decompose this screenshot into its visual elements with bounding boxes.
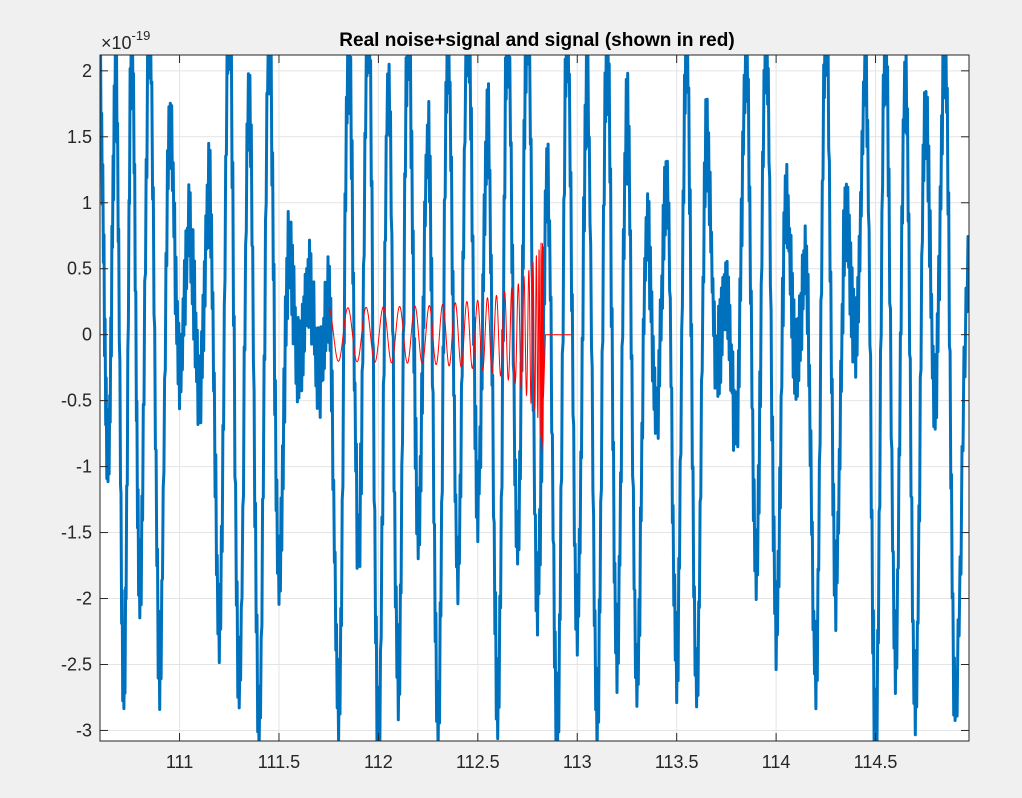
x-tick-label: 114.5 — [854, 752, 898, 772]
y-tick-label: -2.5 — [61, 654, 92, 674]
x-tick-label: 113 — [563, 752, 592, 772]
y-tick-label: 1.5 — [67, 127, 92, 147]
x-tick-label: 114 — [762, 752, 791, 772]
x-tick-label: 112 — [364, 752, 393, 772]
y-tick-label: -3 — [76, 720, 92, 740]
x-tick-label: 111 — [166, 752, 193, 772]
y-tick-label: -2 — [76, 589, 92, 609]
y-exponent-power: -19 — [132, 28, 151, 43]
x-tick-label: 113.5 — [655, 752, 699, 772]
axes-border — [99, 54, 970, 742]
y-tick-label: 0 — [82, 325, 92, 345]
ticks: 111 111.5 112 112.5 113 113.5 114 114.5 -3 -2.5 -2… — [61, 55, 969, 772]
y-tick-label: 2 — [82, 61, 92, 81]
series-group — [100, 55, 969, 741]
chart-title: Real noise+signal and signal (shown in r… — [339, 30, 734, 51]
y-exponent-label: ×10-19 — [101, 28, 150, 53]
y-tick-label: 0.5 — [67, 259, 92, 279]
series-noise-signal-line — [100, 55, 969, 741]
x-tick-label: 112.5 — [456, 752, 500, 772]
y-tick-label: 1 — [82, 193, 92, 213]
y-tick-label: -0.5 — [61, 391, 92, 411]
y-exponent-base: ×10 — [101, 33, 132, 53]
y-tick-label: -1 — [76, 457, 92, 477]
x-tick-label: 111.5 — [258, 752, 300, 772]
series-signal-line — [328, 242, 572, 451]
y-tick-label: -1.5 — [61, 523, 92, 543]
plot-area — [100, 55, 969, 741]
